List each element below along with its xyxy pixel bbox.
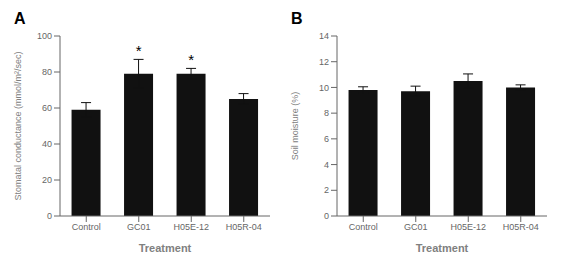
svg-text:12: 12 — [319, 57, 329, 67]
html-text:A: A — [14, 10, 26, 27]
svg-text:H05R-04: H05R-04 — [503, 222, 539, 232]
svg-text:100: 100 — [37, 31, 52, 41]
svg-text:2: 2 — [324, 185, 329, 195]
svg-text:GC01: GC01 — [404, 222, 428, 232]
svg-text:10: 10 — [319, 83, 329, 93]
svg-text:H05R-04: H05R-04 — [226, 222, 262, 232]
svg-text:14: 14 — [319, 31, 329, 41]
svg-text:20: 20 — [42, 175, 52, 185]
svg-text:Control: Control — [72, 222, 101, 232]
svg-text:60: 60 — [42, 103, 52, 113]
svg-text:Treatment: Treatment — [416, 242, 469, 254]
html-text:B: B — [291, 10, 303, 27]
svg-text:4: 4 — [324, 160, 329, 170]
svg-text:80: 80 — [42, 67, 52, 77]
svg-text:Soil moisture (%): Soil moisture (%) — [290, 92, 300, 161]
svg-text:H05E-12: H05E-12 — [450, 222, 486, 232]
svg-text:0: 0 — [47, 211, 52, 221]
svg-text:0: 0 — [324, 211, 329, 221]
svg-text:Control: Control — [349, 222, 378, 232]
svg-text:40: 40 — [42, 139, 52, 149]
svg-text:H05E-12: H05E-12 — [173, 222, 209, 232]
svg-text:Stomatal conductance (mmol/m²/: Stomatal conductance (mmol/m²/sec) — [13, 51, 23, 200]
svg-text:6: 6 — [324, 134, 329, 144]
svg-text:*: * — [136, 42, 142, 59]
svg-text:8: 8 — [324, 108, 329, 118]
svg-text:GC01: GC01 — [127, 222, 151, 232]
svg-text:Treatment: Treatment — [139, 242, 192, 254]
svg-text:*: * — [188, 51, 194, 68]
